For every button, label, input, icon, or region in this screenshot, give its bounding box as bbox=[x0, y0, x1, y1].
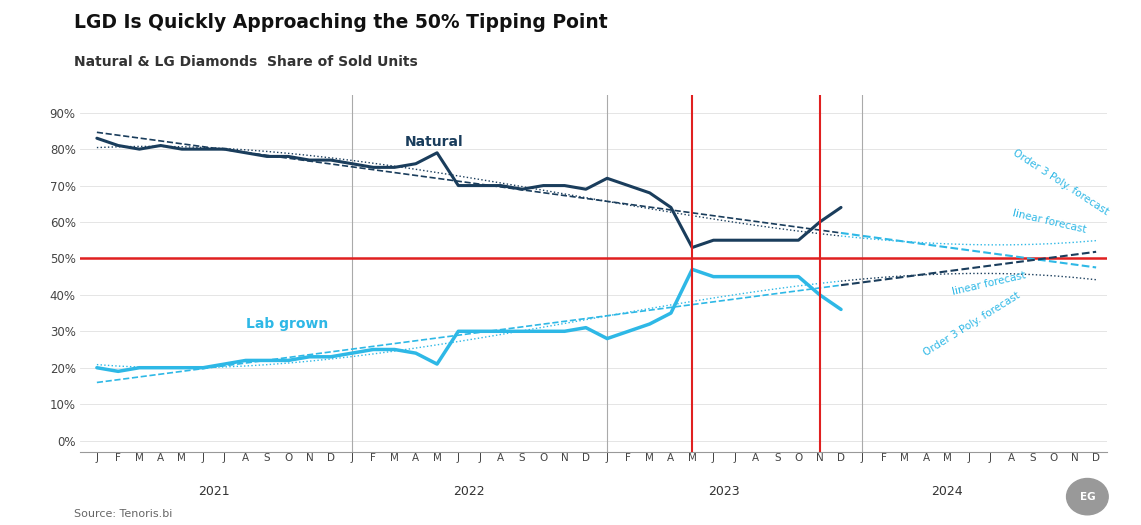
Text: Order 3 Poly. forecast: Order 3 Poly. forecast bbox=[1011, 148, 1110, 217]
Circle shape bbox=[1067, 478, 1108, 515]
Text: Source: Tenoris.bi: Source: Tenoris.bi bbox=[74, 509, 172, 519]
Text: 2024: 2024 bbox=[931, 485, 963, 498]
Text: Order 3 Poly. forecast: Order 3 Poly. forecast bbox=[922, 290, 1022, 358]
Text: 2022: 2022 bbox=[453, 485, 485, 498]
Text: Natural: Natural bbox=[405, 134, 463, 149]
Text: LGD Is Quickly Approaching the 50% Tipping Point: LGD Is Quickly Approaching the 50% Tippi… bbox=[74, 13, 608, 32]
Text: 2023: 2023 bbox=[709, 485, 739, 498]
Text: Lab grown: Lab grown bbox=[245, 317, 327, 331]
Text: EG: EG bbox=[1079, 491, 1095, 502]
Text: 2021: 2021 bbox=[199, 485, 229, 498]
Text: linear forecast: linear forecast bbox=[1011, 208, 1086, 235]
Text: Natural & LG Diamonds  Share of Sold Units: Natural & LG Diamonds Share of Sold Unit… bbox=[74, 55, 418, 69]
Text: linear forecast: linear forecast bbox=[952, 270, 1027, 297]
